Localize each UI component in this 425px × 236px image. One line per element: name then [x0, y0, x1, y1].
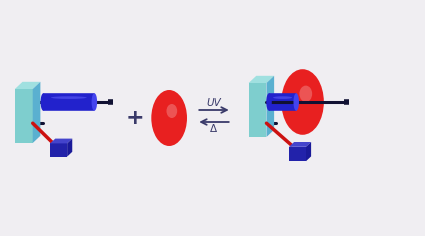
- Polygon shape: [33, 82, 40, 143]
- Polygon shape: [266, 76, 274, 137]
- Polygon shape: [249, 76, 274, 83]
- Polygon shape: [67, 139, 72, 157]
- FancyBboxPatch shape: [269, 93, 296, 111]
- Ellipse shape: [293, 93, 299, 111]
- Ellipse shape: [41, 93, 46, 111]
- Ellipse shape: [273, 96, 292, 99]
- Polygon shape: [289, 142, 311, 147]
- Text: UV: UV: [207, 98, 221, 108]
- Text: +: +: [126, 108, 144, 128]
- Ellipse shape: [151, 90, 187, 146]
- Polygon shape: [249, 83, 266, 137]
- Polygon shape: [50, 139, 72, 143]
- Ellipse shape: [51, 96, 87, 99]
- Polygon shape: [289, 147, 306, 161]
- Polygon shape: [15, 82, 40, 89]
- FancyBboxPatch shape: [43, 93, 94, 111]
- Polygon shape: [306, 142, 311, 161]
- Ellipse shape: [167, 104, 177, 118]
- Ellipse shape: [266, 93, 272, 111]
- Polygon shape: [50, 143, 67, 157]
- Polygon shape: [15, 89, 33, 143]
- Ellipse shape: [299, 86, 312, 102]
- Ellipse shape: [281, 69, 324, 135]
- Text: Δ: Δ: [210, 124, 217, 134]
- Ellipse shape: [91, 93, 97, 111]
